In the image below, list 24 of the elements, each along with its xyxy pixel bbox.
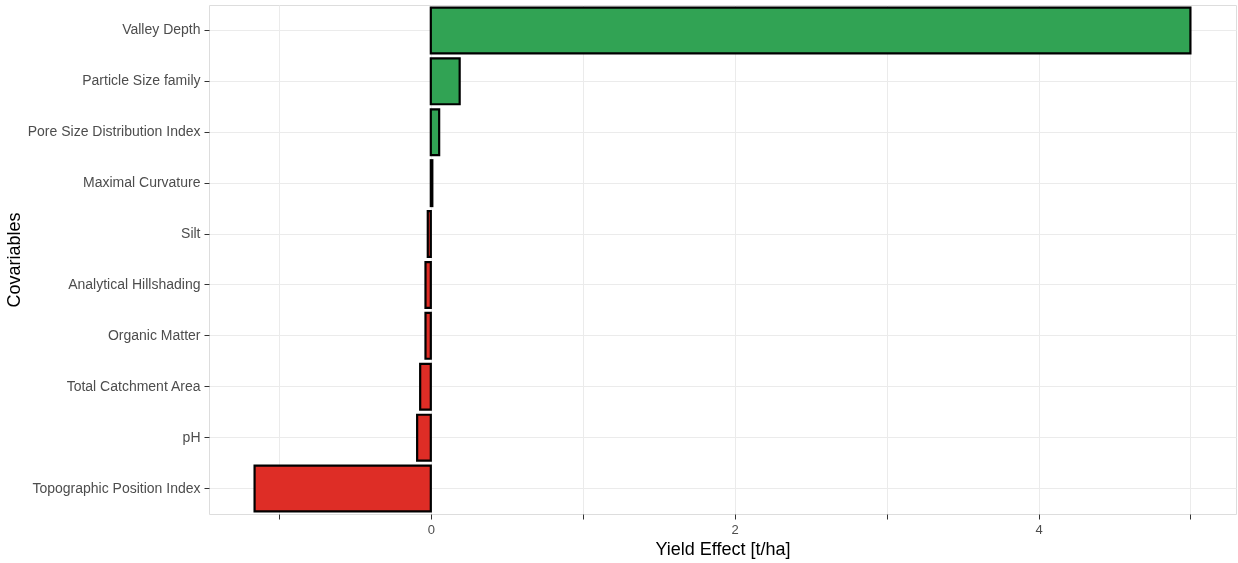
bar <box>416 413 432 462</box>
y-tick-label: pH <box>182 428 201 445</box>
x-tick-label: 2 <box>731 521 739 537</box>
bar <box>429 57 461 106</box>
bar <box>429 6 1192 55</box>
y-axis-title: Covariables <box>3 212 24 308</box>
bar <box>429 108 441 157</box>
bar <box>424 311 432 360</box>
y-tick-label: Topographic Position Index <box>32 479 201 496</box>
y-tick-label: Silt <box>181 225 201 242</box>
y-tick-label: Total Catchment Area <box>66 377 201 394</box>
y-tick-label: Particle Size family <box>82 72 201 89</box>
x-tick-label: 0 <box>427 521 435 537</box>
bar <box>253 464 432 513</box>
bar <box>426 210 432 259</box>
x-tick-label: 4 <box>1035 521 1043 537</box>
y-tick-label: Maximal Curvature <box>83 174 201 191</box>
x-axis-title: Yield Effect [t/ha] <box>655 538 791 559</box>
y-tick-label: Pore Size Distribution Index <box>27 123 201 140</box>
y-tick-label: Organic Matter <box>107 326 201 343</box>
y-tick-label: Valley Depth <box>122 21 201 38</box>
bar <box>424 260 432 309</box>
bar <box>419 362 432 411</box>
y-tick-label: Analytical Hillshading <box>68 275 201 292</box>
